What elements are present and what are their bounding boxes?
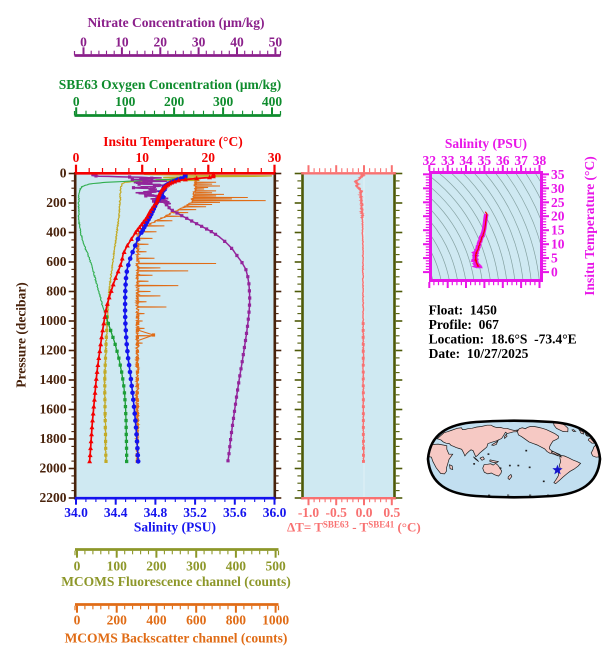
- svg-text:0: 0: [73, 94, 80, 109]
- svg-text:SBE63 Oxygen Concentration (μm: SBE63 Oxygen Concentration (μm/kg): [59, 77, 282, 92]
- svg-text:Salinity (PSU): Salinity (PSU): [134, 520, 216, 535]
- svg-text:10: 10: [135, 150, 149, 165]
- svg-text:300: 300: [186, 559, 207, 574]
- svg-text:Date: 10/27/2025: Date: 10/27/2025: [429, 346, 529, 361]
- svg-text:40: 40: [230, 35, 244, 50]
- svg-text:600: 600: [186, 613, 207, 628]
- svg-text:30: 30: [551, 181, 565, 196]
- svg-text:1200: 1200: [40, 343, 67, 358]
- svg-text:50: 50: [269, 35, 283, 50]
- svg-text:0.0: 0.0: [356, 505, 373, 520]
- svg-text:35.6: 35.6: [223, 505, 247, 520]
- svg-text:Pressure (decibar): Pressure (decibar): [14, 282, 29, 388]
- svg-text:800: 800: [226, 613, 247, 628]
- svg-text:34.0: 34.0: [64, 505, 88, 520]
- svg-text:800: 800: [46, 284, 67, 299]
- svg-text:30: 30: [192, 35, 206, 50]
- svg-text:100: 100: [107, 559, 128, 574]
- svg-text:600: 600: [46, 254, 67, 269]
- svg-text:15: 15: [551, 223, 565, 238]
- svg-text:10: 10: [115, 35, 129, 50]
- svg-text:MCOMS Fluorescence channel (co: MCOMS Fluorescence channel (counts): [61, 574, 291, 589]
- svg-text:36.0: 36.0: [263, 505, 287, 520]
- svg-text:-0.5: -0.5: [326, 505, 348, 520]
- svg-text:-1.0: -1.0: [298, 505, 320, 520]
- svg-text:500: 500: [265, 559, 286, 574]
- svg-text:0: 0: [74, 559, 81, 574]
- svg-text:20: 20: [202, 150, 216, 165]
- svg-text:34.4: 34.4: [104, 505, 128, 520]
- svg-text:Salinity (PSU): Salinity (PSU): [445, 136, 527, 151]
- svg-text:MCOMS Backscatter channel (cou: MCOMS Backscatter channel (counts): [65, 631, 288, 646]
- svg-text:34.8: 34.8: [144, 505, 168, 520]
- svg-text:Nitrate Concentration (μm/kg): Nitrate Concentration (μm/kg): [87, 15, 264, 30]
- svg-text:Float: 1450: Float: 1450: [429, 303, 497, 318]
- svg-text:0: 0: [60, 166, 67, 181]
- svg-text:200: 200: [164, 94, 185, 109]
- svg-text:Insitu Temperature (°C): Insitu Temperature (°C): [103, 134, 242, 149]
- svg-text:200: 200: [46, 195, 67, 210]
- svg-text:20: 20: [551, 209, 565, 224]
- svg-text:35: 35: [551, 167, 565, 182]
- svg-text:Insitu Temperature (°C): Insitu Temperature (°C): [582, 156, 597, 295]
- svg-text:32: 32: [423, 153, 437, 168]
- svg-text:300: 300: [213, 94, 234, 109]
- svg-text:0.5: 0.5: [383, 505, 400, 520]
- svg-text:25: 25: [551, 195, 565, 210]
- svg-text:0: 0: [73, 150, 80, 165]
- svg-text:400: 400: [46, 225, 67, 240]
- svg-text:400: 400: [146, 613, 167, 628]
- svg-text:33: 33: [441, 153, 455, 168]
- svg-text:Profile: 067: Profile: 067: [429, 317, 499, 332]
- svg-text:1000: 1000: [262, 613, 289, 628]
- svg-text:35.2: 35.2: [183, 505, 207, 520]
- svg-text:38: 38: [533, 153, 547, 168]
- svg-text:200: 200: [146, 559, 167, 574]
- svg-text:36: 36: [496, 153, 510, 168]
- svg-text:1000: 1000: [40, 313, 67, 328]
- svg-text:2000: 2000: [40, 461, 67, 476]
- svg-text:10: 10: [551, 237, 565, 252]
- svg-text:34: 34: [459, 153, 473, 168]
- svg-text:2200: 2200: [40, 490, 67, 505]
- svg-text:400: 400: [262, 94, 283, 109]
- svg-text:20: 20: [154, 35, 168, 50]
- svg-text:ΔT= TSBE63 - TSBE41 (°C): ΔT= TSBE63 - TSBE41 (°C): [287, 520, 421, 535]
- svg-text:200: 200: [107, 613, 128, 628]
- svg-text:400: 400: [226, 559, 247, 574]
- svg-text:0: 0: [74, 613, 81, 628]
- svg-text:1600: 1600: [40, 402, 67, 417]
- svg-text:37: 37: [514, 153, 528, 168]
- svg-text:0: 0: [80, 35, 87, 50]
- svg-text:1400: 1400: [40, 372, 67, 387]
- svg-text:Location: 18.6°S -73.4°E: Location: 18.6°S -73.4°E: [429, 332, 577, 347]
- svg-text:35: 35: [478, 153, 492, 168]
- svg-text:100: 100: [115, 94, 136, 109]
- svg-text:0: 0: [551, 265, 558, 280]
- svg-text:5: 5: [551, 251, 558, 266]
- svg-text:1800: 1800: [40, 431, 67, 446]
- svg-text:30: 30: [268, 150, 282, 165]
